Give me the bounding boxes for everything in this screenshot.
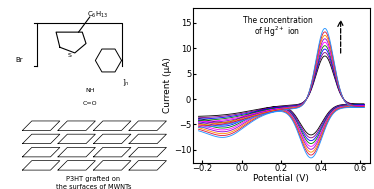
Text: The concentration: The concentration bbox=[243, 16, 312, 25]
Text: of Hg$^{2+}$ ion: of Hg$^{2+}$ ion bbox=[254, 25, 301, 39]
Y-axis label: Current (μA): Current (μA) bbox=[163, 57, 172, 113]
Text: $]_n$: $]_n$ bbox=[122, 78, 129, 88]
Text: NH: NH bbox=[85, 88, 95, 93]
Text: S: S bbox=[67, 53, 71, 58]
X-axis label: Potential (V): Potential (V) bbox=[254, 174, 309, 183]
Text: C$_6$H$_{13}$: C$_6$H$_{13}$ bbox=[86, 10, 108, 20]
Text: C=O: C=O bbox=[82, 101, 97, 106]
Text: the surfaces of MWNTs: the surfaces of MWNTs bbox=[56, 184, 131, 189]
Text: P3HT grafted on: P3HT grafted on bbox=[67, 176, 120, 182]
Text: Br: Br bbox=[15, 57, 22, 64]
